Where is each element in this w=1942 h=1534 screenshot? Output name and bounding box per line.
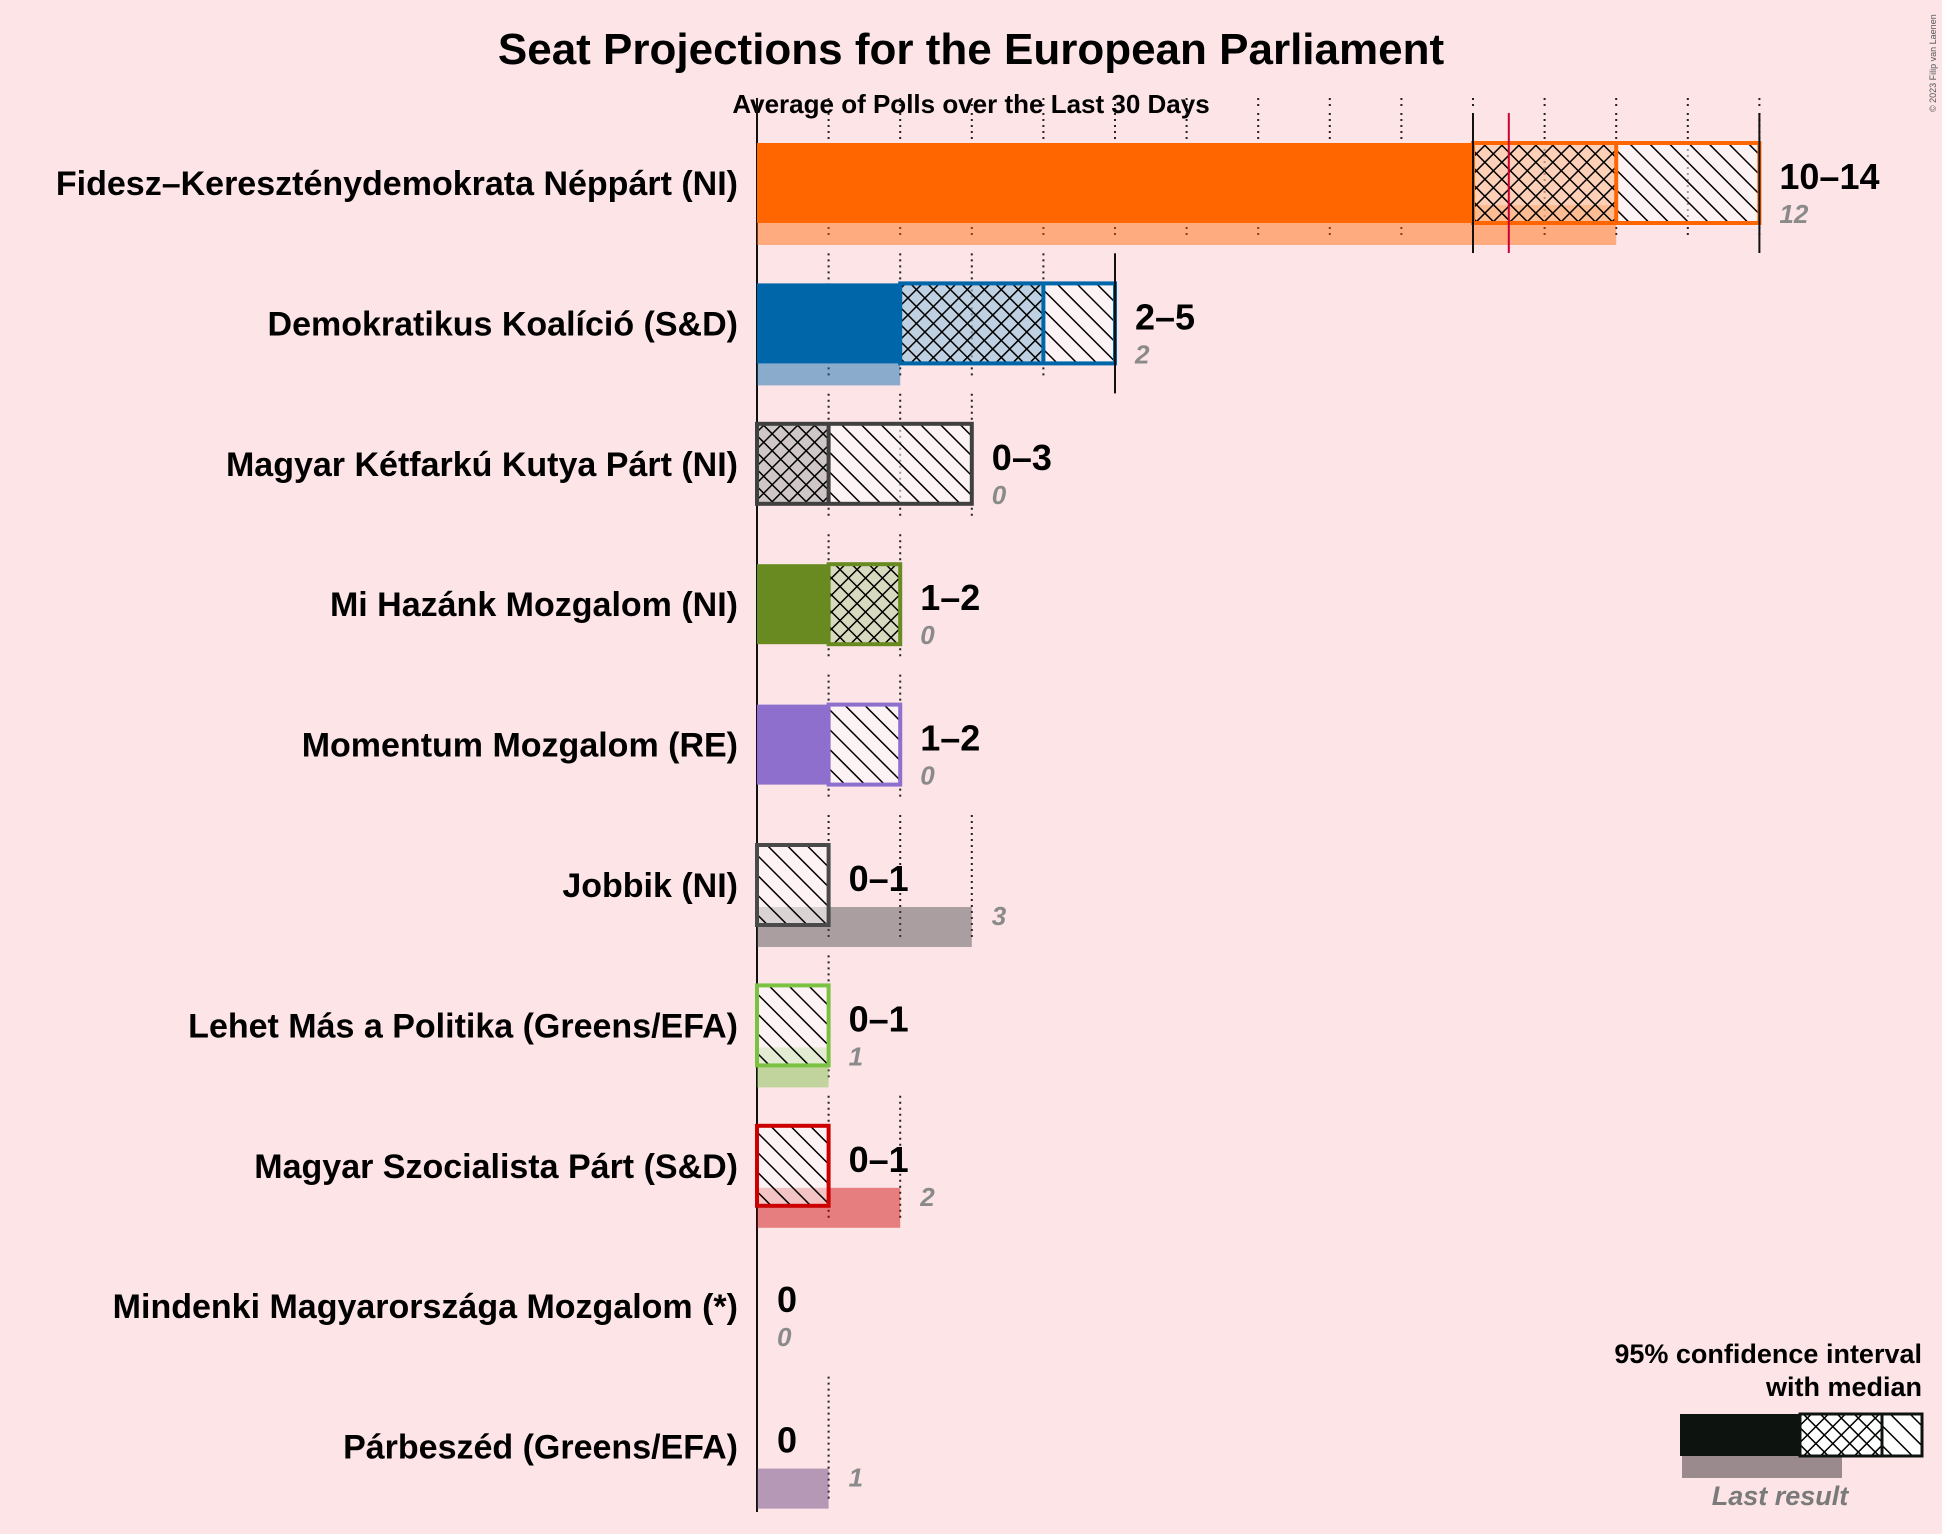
copyright-text: © 2023 Filip van Laenen (1928, 14, 1938, 112)
last-result-label: 0 (992, 480, 1007, 510)
party-label: Magyar Kétfarkú Kutya Párt (NI) (226, 446, 738, 484)
last-result-label: 0 (920, 761, 935, 791)
party-label: Jobbik (NI) (562, 867, 738, 905)
range-label: 0–3 (992, 437, 1052, 478)
party-label: Fidesz–Kereszténydemokrata Néppárt (NI) (56, 165, 738, 203)
interval-outline (755, 983, 831, 1068)
interval-crosshatch (900, 283, 1044, 364)
legend-last-result-label: Last result (1712, 1481, 1850, 1511)
interval-diagonal (757, 1125, 829, 1206)
party-row: Demokratikus Koalíció (S&D) 2–52 (268, 253, 1195, 394)
legend-diagonal-pattern (1882, 1414, 1922, 1456)
interval-solid-bar (757, 143, 1473, 223)
party-label: Demokratikus Koalíció (S&D) (268, 305, 738, 343)
last-result-label: 1 (849, 1463, 863, 1493)
party-label: Momentum Mozgalom (RE) (302, 727, 738, 765)
interval-crosshatch (757, 423, 829, 504)
interval-outline (755, 1123, 831, 1208)
range-label: 10–14 (1779, 156, 1879, 197)
legend-solid-bar (1680, 1414, 1800, 1456)
range-label: 1–2 (920, 718, 980, 759)
range-label: 1–2 (920, 577, 980, 618)
range-label: 0–1 (849, 858, 909, 899)
party-bars: Fidesz–Kereszténydemokrata Néppárt (NI) 1… (56, 113, 1880, 1509)
interval-solid-bar (757, 564, 829, 645)
legend-crosshatch-pattern (1800, 1414, 1882, 1456)
interval-outline (755, 421, 974, 506)
last-result-label: 2 (1134, 339, 1150, 369)
interval-solid-bar (757, 283, 901, 364)
range-label: 0–1 (849, 1139, 909, 1180)
last-result-label: 12 (1779, 199, 1808, 229)
party-label: Lehet Más a Politika (Greens/EFA) (188, 1007, 738, 1045)
legend-last-result-bar (1682, 1456, 1842, 1478)
party-row: Lehet Más a Politika (Greens/EFA) 0–11 (188, 955, 909, 1088)
range-label: 0 (777, 1420, 797, 1461)
party-row: Momentum Mozgalom (RE) 1–20 (302, 674, 980, 799)
interval-diagonal (828, 423, 972, 504)
last-result-label: 0 (777, 1322, 792, 1352)
party-row: Magyar Szocialista Párt (S&D) 0–1 2 (254, 1095, 935, 1228)
interval-diagonal (1043, 283, 1115, 364)
last-result-bar (757, 1468, 829, 1509)
range-label: 0–1 (849, 998, 909, 1039)
last-result-label: 0 (920, 620, 935, 650)
interval-solid-bar (757, 704, 829, 785)
interval-crosshatch (1473, 143, 1617, 223)
party-label: Magyar Szocialista Párt (S&D) (254, 1148, 738, 1186)
party-label: Párbeszéd (Greens/EFA) (343, 1429, 738, 1467)
party-row: Magyar Kétfarkú Kutya Párt (NI) 0–30 (226, 393, 1052, 518)
last-result-label: 2 (919, 1182, 935, 1212)
chart-title: Seat Projections for the European Parlia… (498, 25, 1445, 74)
last-result-label: 3 (992, 901, 1007, 931)
party-row: Mi Hazánk Mozgalom (NI) 1–20 (330, 534, 980, 659)
party-label: Mindenki Magyarországa Mozgalom (*) (113, 1288, 738, 1326)
interval-crosshatch (828, 564, 901, 645)
range-label: 2–5 (1135, 296, 1195, 337)
interval-outline (826, 702, 903, 787)
party-label: Mi Hazánk Mozgalom (NI) (330, 586, 738, 624)
range-label: 0 (777, 1279, 797, 1320)
legend-line-1: 95% confidence interval (1614, 1339, 1922, 1369)
last-result-label: 1 (849, 1041, 863, 1071)
interval-outline (826, 562, 903, 647)
interval-diagonal (757, 845, 829, 925)
party-row: Mindenki Magyarországa Mozgalom (*) 00 (113, 1279, 797, 1352)
party-row: Jobbik (NI) 0–1 3 (562, 815, 1007, 947)
legend: 95% confidence interval with median Last… (1614, 1339, 1924, 1511)
interval-diagonal (1616, 143, 1760, 223)
party-row: Fidesz–Kereszténydemokrata Néppárt (NI) 1… (56, 113, 1880, 253)
interval-diagonal (828, 704, 901, 785)
interval-diagonal (757, 985, 829, 1066)
legend-outline (1798, 1412, 1924, 1458)
party-row: Párbeszéd (Greens/EFA) 0 1 (343, 1376, 863, 1509)
interval-outline (755, 843, 831, 927)
legend-line-2: with median (1765, 1372, 1922, 1402)
